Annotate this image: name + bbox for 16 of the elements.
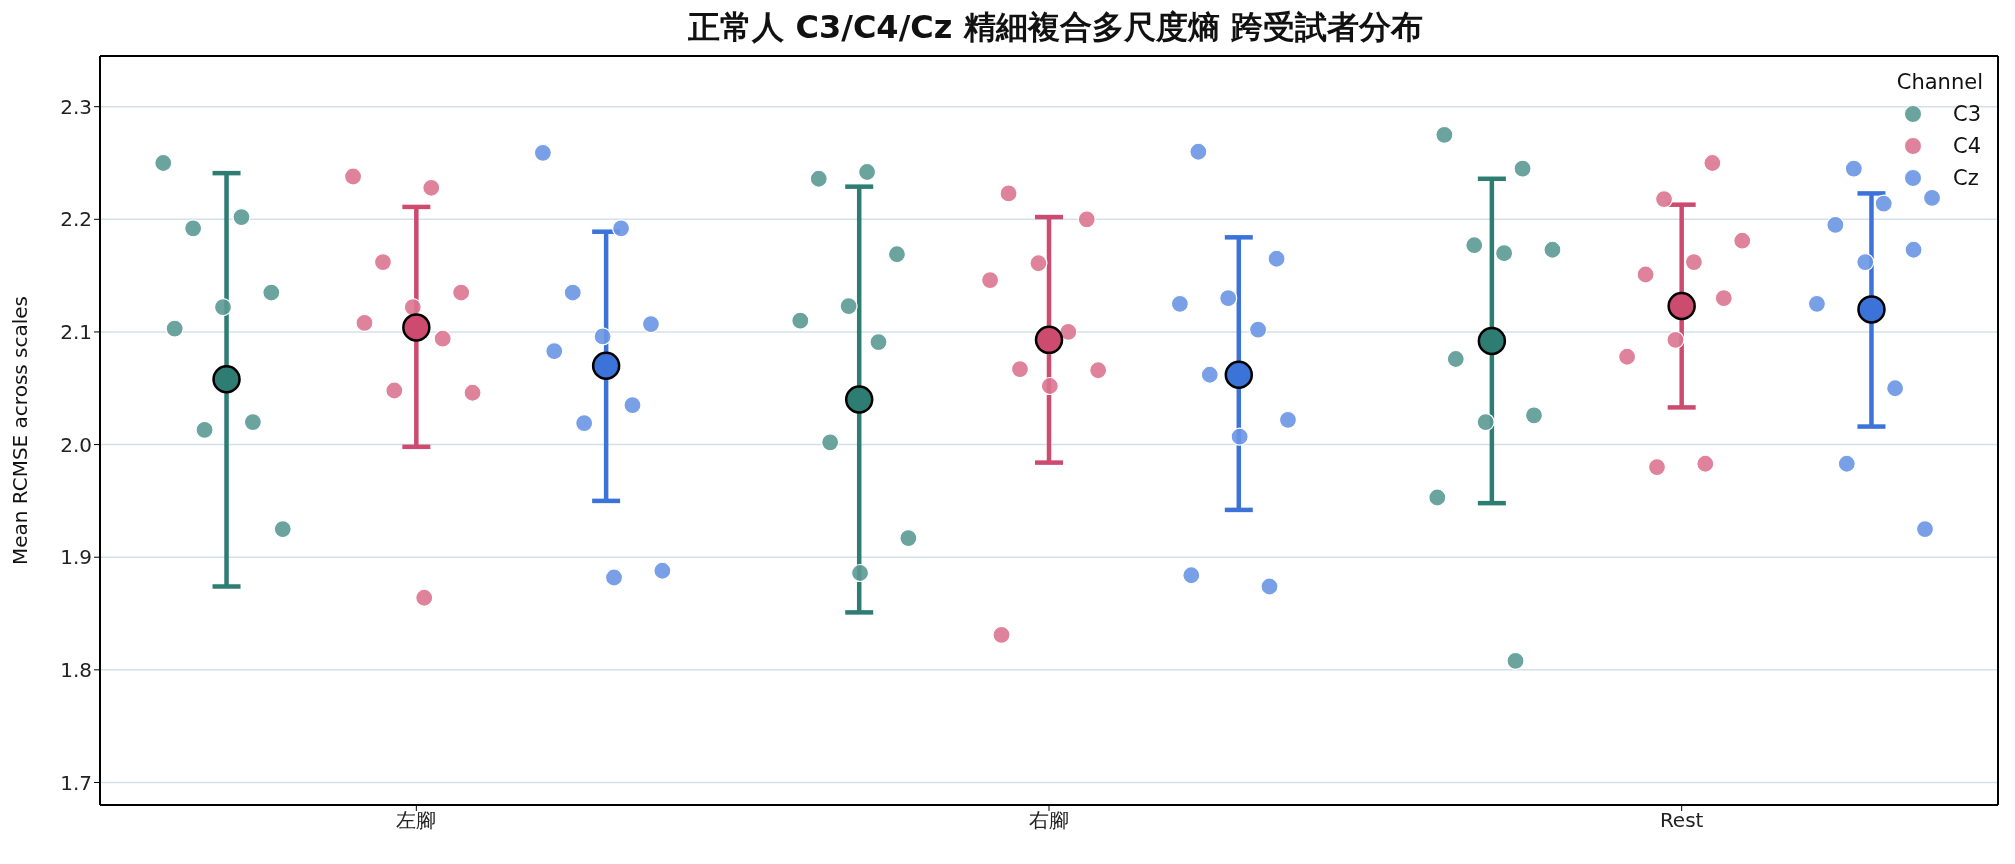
x-tick-label: 左腳 — [396, 808, 437, 833]
legend-label: Cz — [1953, 166, 1980, 190]
x-tick-label: 右腳 — [1029, 808, 1069, 833]
y-tick-label: 1.9 — [60, 545, 92, 570]
y-axis-title: Mean RCMSE across scales — [8, 295, 33, 566]
chart-title: 正常人 C3/C4/Cz 精細複合多尺度熵 跨受試者分布 — [687, 8, 1423, 46]
y-tick-label: 2.2 — [60, 207, 92, 232]
y-tick-label: 1.7 — [60, 770, 92, 795]
legend-label: C3 — [1953, 102, 1983, 126]
x-tick-label: Rest — [1659, 808, 1704, 833]
y-tick-label: 1.8 — [60, 657, 92, 682]
legend-label: C4 — [1953, 134, 1983, 158]
y-tick-label: 2.0 — [60, 432, 92, 457]
legend-title: Channel — [1896, 70, 1983, 94]
y-tick-label: 2.3 — [60, 94, 92, 119]
y-tick-label: 2.1 — [60, 320, 92, 345]
